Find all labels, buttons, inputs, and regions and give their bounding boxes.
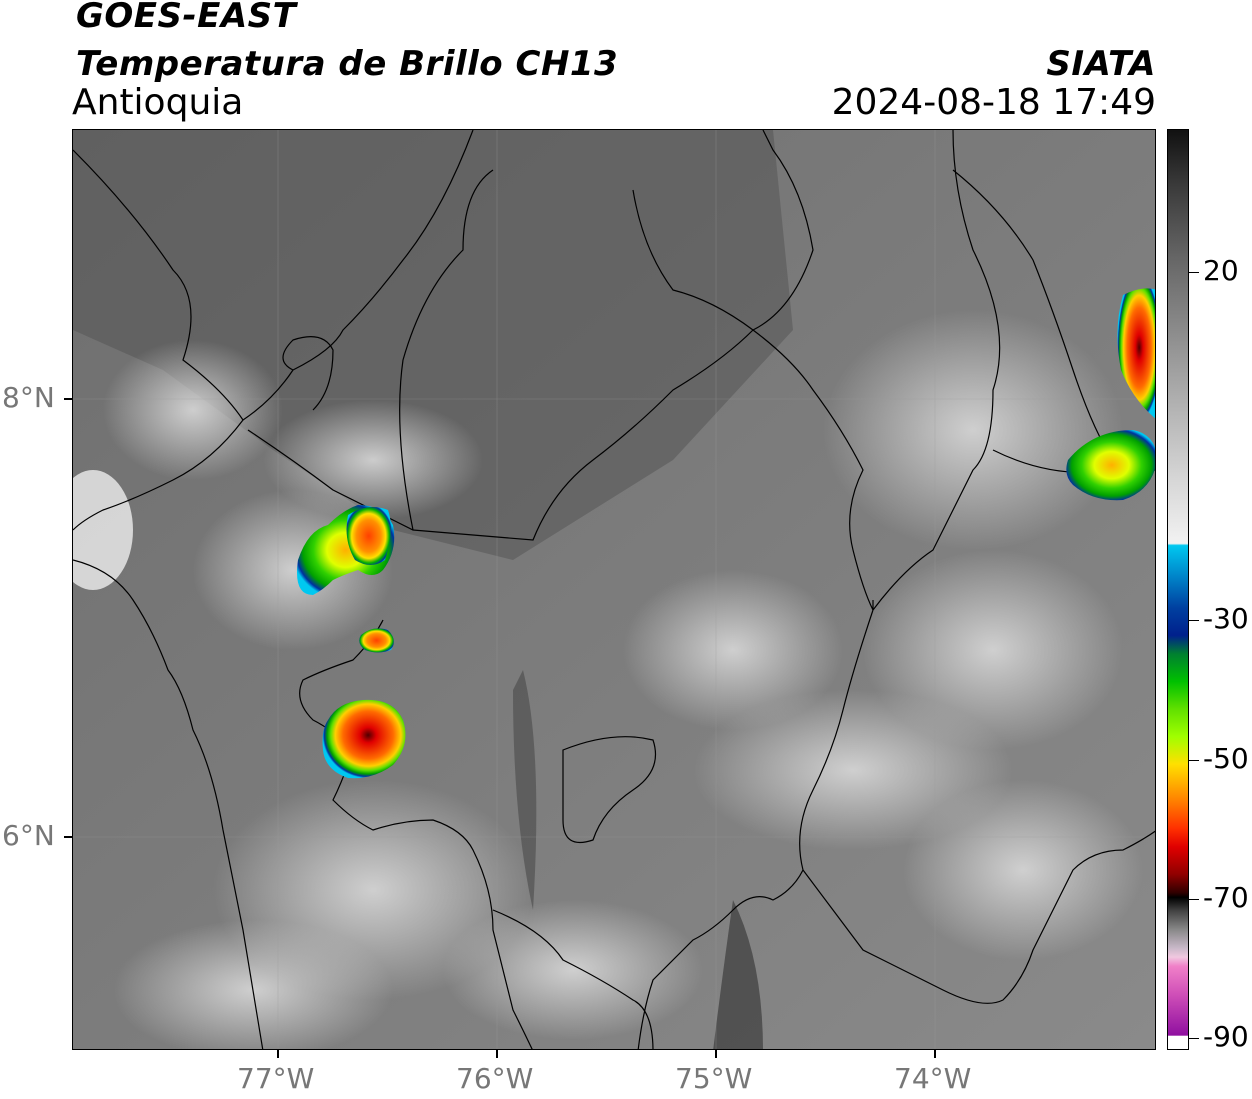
lon-label-74: 74°W: [894, 1062, 972, 1095]
valley-south: [713, 900, 763, 1049]
product-title: Temperatura de Brillo CH13: [76, 44, 619, 84]
colorbar: [1167, 129, 1189, 1050]
lon-tick-77: [277, 1050, 279, 1058]
lon-tick-76: [496, 1050, 498, 1058]
lat-label-8: 8°N: [2, 381, 55, 414]
lat-tick-8: [64, 398, 72, 400]
valley: [513, 670, 537, 910]
lon-tick-75: [715, 1050, 717, 1058]
cb-tick-m90: [1189, 1038, 1199, 1039]
convective-cells: [297, 288, 1155, 779]
cb-tick-m30: [1189, 620, 1199, 621]
graticule: [73, 130, 1155, 1049]
cb-tick-m70: [1189, 899, 1199, 900]
cb-label-20: 20: [1203, 254, 1239, 287]
lat-label-6: 6°N: [2, 819, 55, 852]
cb-tick-20: [1189, 272, 1199, 273]
lon-tick-74: [934, 1050, 936, 1058]
satellite-map[interactable]: [72, 129, 1156, 1050]
cb-label-m70: -70: [1203, 881, 1249, 914]
cb-label-m50: -50: [1203, 742, 1249, 775]
agency-label: SIATA: [1046, 44, 1156, 84]
lon-label-76: 76°W: [456, 1062, 534, 1095]
lon-label-75: 75°W: [675, 1062, 753, 1095]
cb-tick-m50: [1189, 760, 1199, 761]
region-label: Antioquia: [72, 82, 244, 123]
lon-label-77: 77°W: [237, 1062, 315, 1095]
cb-label-m90: -90: [1203, 1020, 1249, 1053]
dark-region: [73, 130, 793, 560]
satellite-title: GOES-EAST: [76, 0, 297, 36]
cb-label-m30: -30: [1203, 602, 1249, 635]
timestamp-label: 2024-08-18 17:49: [831, 82, 1156, 123]
lat-tick-6: [64, 836, 72, 838]
map-canvas: [73, 130, 1155, 1049]
cloud-field: [73, 310, 1143, 1049]
